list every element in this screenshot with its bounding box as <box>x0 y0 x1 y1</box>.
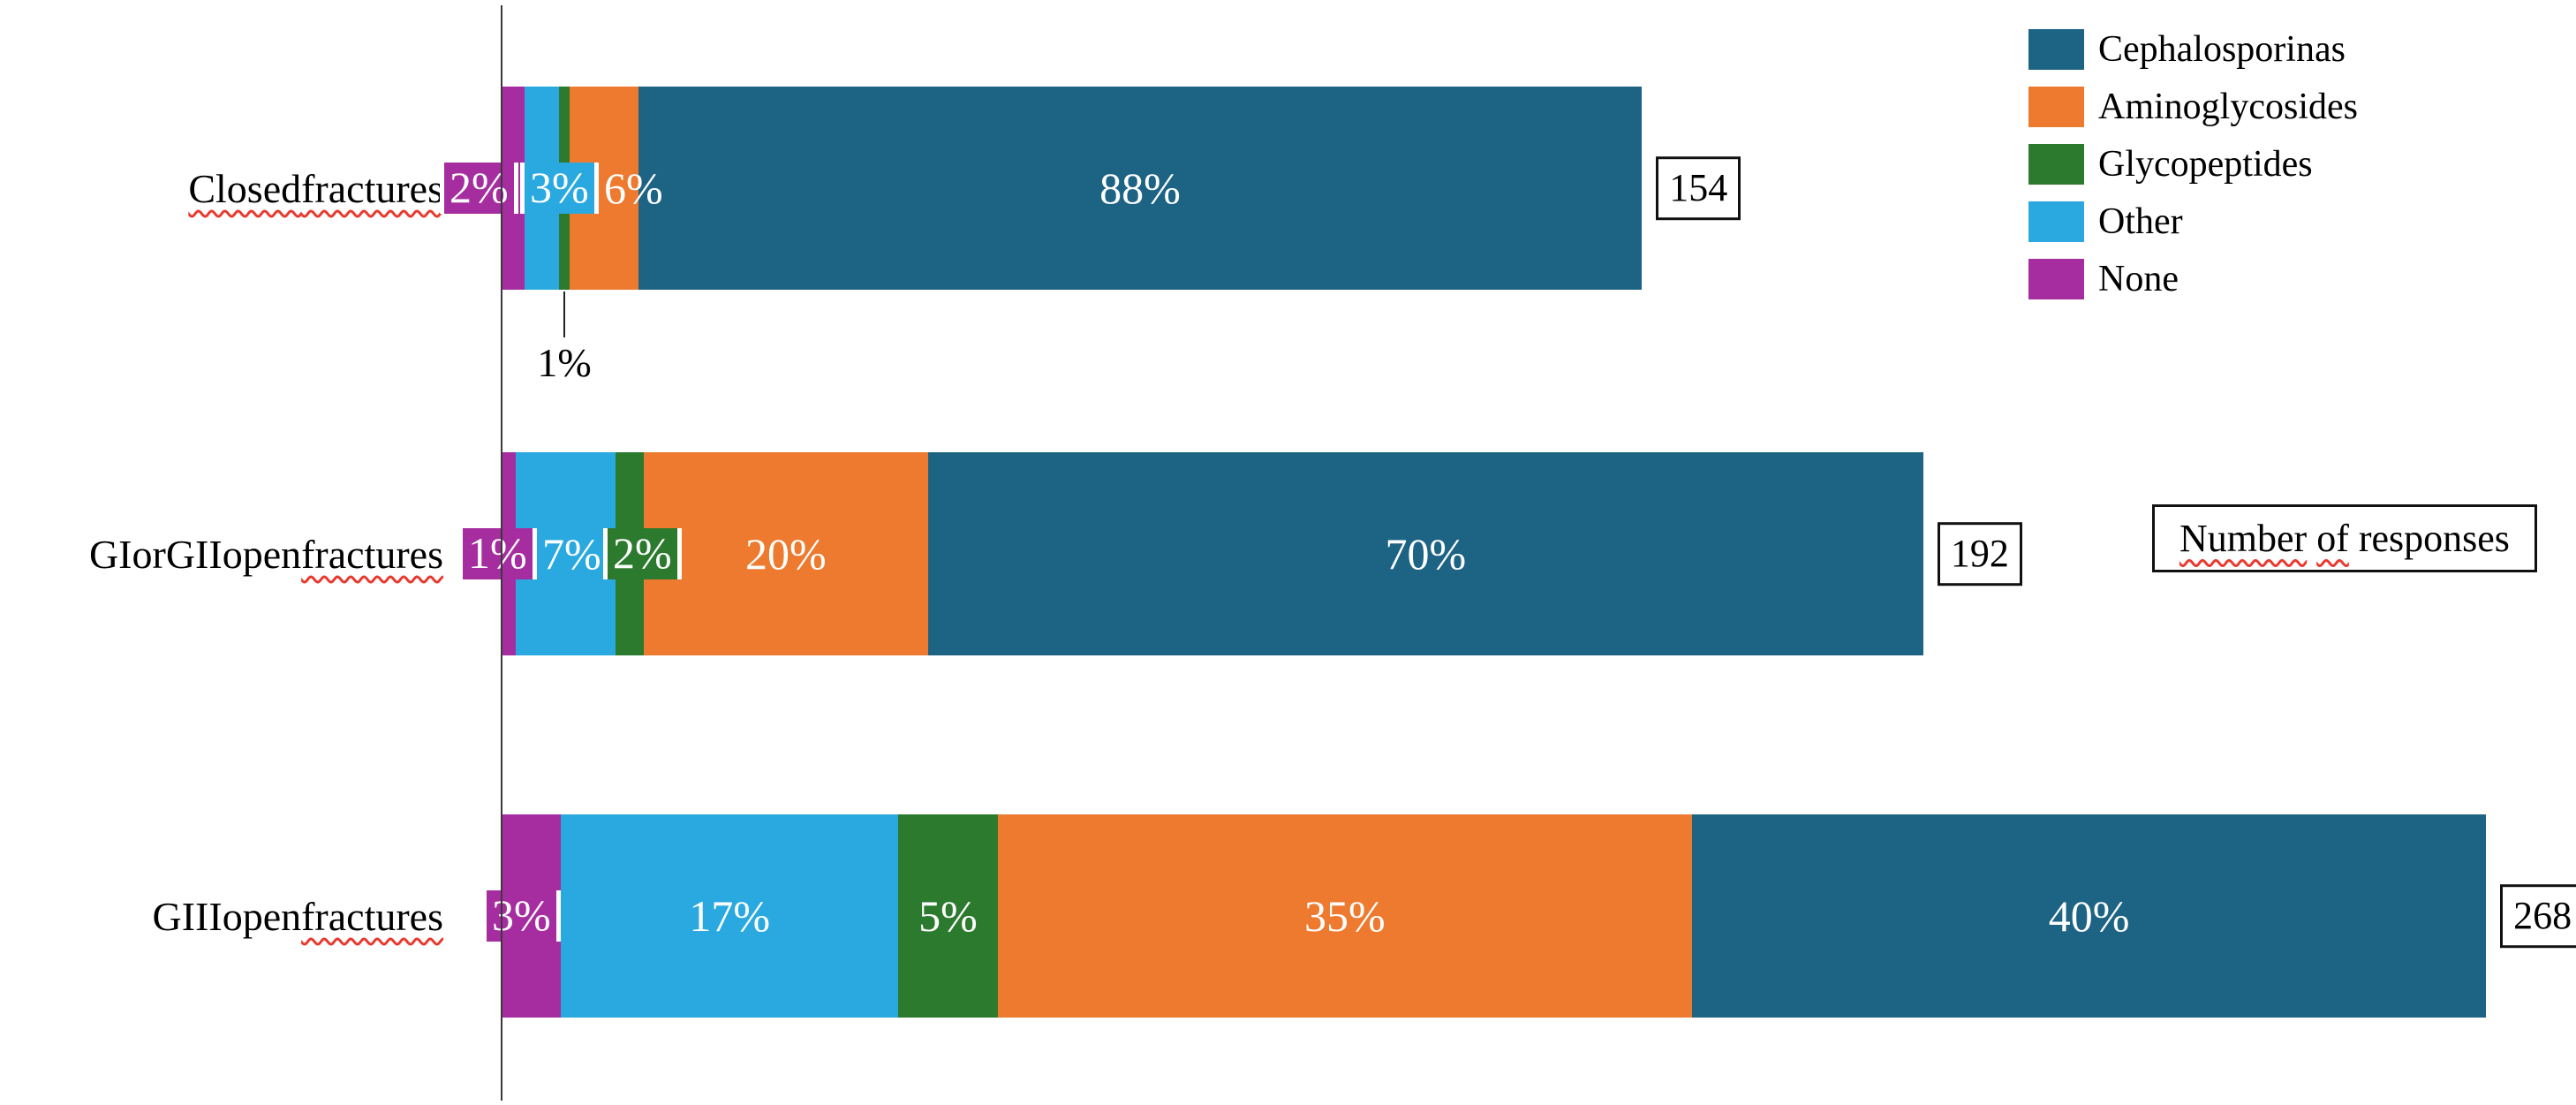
word: GIII <box>152 893 223 939</box>
legend-item-none: None <box>2028 258 2179 300</box>
legend-swatch <box>2028 29 2084 70</box>
word: GI <box>88 531 132 577</box>
misspelled-word: of <box>2316 517 2349 560</box>
segment-label: 6% <box>604 163 663 213</box>
segment-label: 17% <box>689 891 771 941</box>
legend-item-other: Other <box>2028 201 2183 243</box>
legend-swatch <box>2028 87 2084 127</box>
segment-label-chip: 1% <box>458 528 537 579</box>
legend-item-glycopeptides: Glycopeptides <box>2028 143 2313 185</box>
y-axis-line <box>501 5 502 1101</box>
segment-label: 20% <box>744 529 827 579</box>
misspelled-word: Number <box>2179 517 2308 560</box>
segment-label: 7% <box>542 529 601 579</box>
segment-label: 35% <box>1304 891 1386 941</box>
segment-label: 70% <box>1385 529 1467 579</box>
segment-label-chip: 3% <box>482 890 561 942</box>
word: responses <box>2358 517 2510 560</box>
bar-3 <box>502 814 2487 1018</box>
word: or <box>132 531 166 577</box>
legend-label: Aminoglycosides <box>2098 87 2358 127</box>
segment-aminoglycosides <box>643 452 928 655</box>
annotation-leader-line <box>563 291 566 337</box>
legend-item-aminoglycosides: Aminoglycosides <box>2028 86 2358 128</box>
legend-label: None <box>2098 259 2179 299</box>
bar-2 <box>502 452 1923 655</box>
segment-cephalosporinas <box>1692 814 2487 1018</box>
segment-label: 40% <box>2048 891 2130 941</box>
response-count-box: 268 <box>2500 884 2576 948</box>
segment-cephalosporinas <box>927 452 1923 655</box>
segment-label-chip: 2% <box>603 528 682 579</box>
legend-swatch <box>2028 144 2084 185</box>
segment-cephalosporinas <box>638 87 1643 290</box>
segment-glycopeptides <box>898 814 998 1018</box>
legend-label: Other <box>2098 201 2183 242</box>
misspelled-word: fractures <box>301 893 443 939</box>
segment-label-chip: 2% <box>440 163 518 214</box>
misspelled-word: Closed <box>188 165 302 211</box>
category-label: GIII open fractures <box>0 814 444 1018</box>
category-label: GI or GII open fractures <box>0 452 443 655</box>
misspelled-word: fractures <box>301 531 443 577</box>
segment-other <box>561 814 899 1018</box>
legend-label: Cephalosporinas <box>2098 29 2346 70</box>
bar-1 <box>502 87 1643 290</box>
word: open <box>222 531 302 577</box>
word: open <box>222 893 302 939</box>
category-label: Closed fractures <box>0 87 443 290</box>
legend-item-cephalosporinas: Cephalosporinas <box>2028 28 2346 71</box>
segment-label-chip: 3% <box>520 163 599 214</box>
legend-swatch <box>2028 201 2084 242</box>
misspelled-word: fractures <box>301 165 443 211</box>
response-count-box: 192 <box>1937 522 2022 586</box>
segment-aminoglycosides <box>997 814 1693 1018</box>
segment-label: 5% <box>918 891 978 941</box>
annotation-label: 1% <box>537 340 592 385</box>
number-of-responses-box: Number of responses <box>2152 504 2537 572</box>
segment-label: 88% <box>1099 163 1181 213</box>
legend-label: Glycopeptides <box>2098 144 2313 185</box>
word: GII <box>165 531 223 577</box>
legend-swatch <box>2028 259 2084 299</box>
response-count-box: 154 <box>1656 156 1741 220</box>
